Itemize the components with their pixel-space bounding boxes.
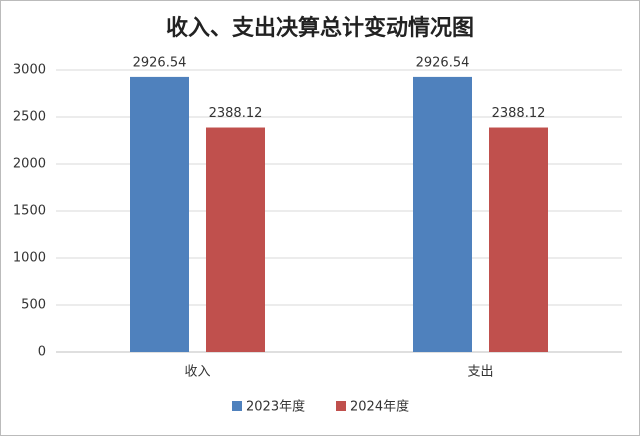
legend-label: 2023年度 [246, 399, 305, 415]
data-label: 2926.54 [133, 55, 187, 70]
legend-label: 2024年度 [350, 399, 409, 415]
legend-swatch [232, 401, 242, 411]
y-tick-label: 3000 [13, 63, 46, 78]
x-tick-label: 收入 [184, 365, 210, 380]
data-label: 2926.54 [416, 55, 470, 70]
y-tick-label: 2500 [13, 110, 46, 125]
y-tick-label: 1000 [13, 251, 46, 266]
y-tick-label: 500 [21, 298, 46, 313]
legend-swatch [336, 401, 346, 411]
bar [206, 127, 265, 352]
bar [413, 76, 472, 352]
chart-title: 收入、支出决算总计变动情况图 [166, 15, 474, 41]
data-label: 2388.12 [209, 106, 263, 121]
data-label: 2388.12 [492, 106, 546, 121]
y-tick-label: 0 [38, 345, 46, 360]
x-tick-label: 支出 [467, 365, 493, 380]
y-tick-label: 1500 [13, 204, 46, 219]
y-tick-label: 2000 [13, 157, 46, 172]
bar [130, 76, 189, 352]
bar [489, 127, 548, 352]
